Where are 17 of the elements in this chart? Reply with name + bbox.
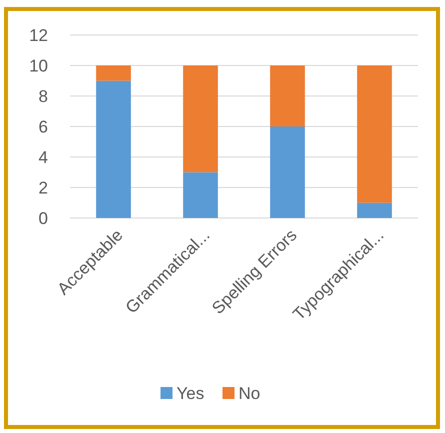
bar [183,66,218,172]
y-tick-label: 10 [29,56,48,76]
bar [270,66,305,126]
y-tick-label: 12 [29,26,48,45]
bar [357,202,392,218]
y-tick-label: 4 [38,148,48,167]
y-tick-label: 0 [38,208,48,228]
bar [357,66,392,203]
bar [183,172,218,218]
bar [270,126,305,218]
y-tick-label: 6 [38,117,48,136]
bar [96,66,131,81]
y-tick-label: 8 [38,86,48,106]
y-tick-label: 2 [38,178,48,198]
legend-label: No [238,384,260,403]
bar [96,80,131,218]
legend-label: Yes [176,384,204,403]
